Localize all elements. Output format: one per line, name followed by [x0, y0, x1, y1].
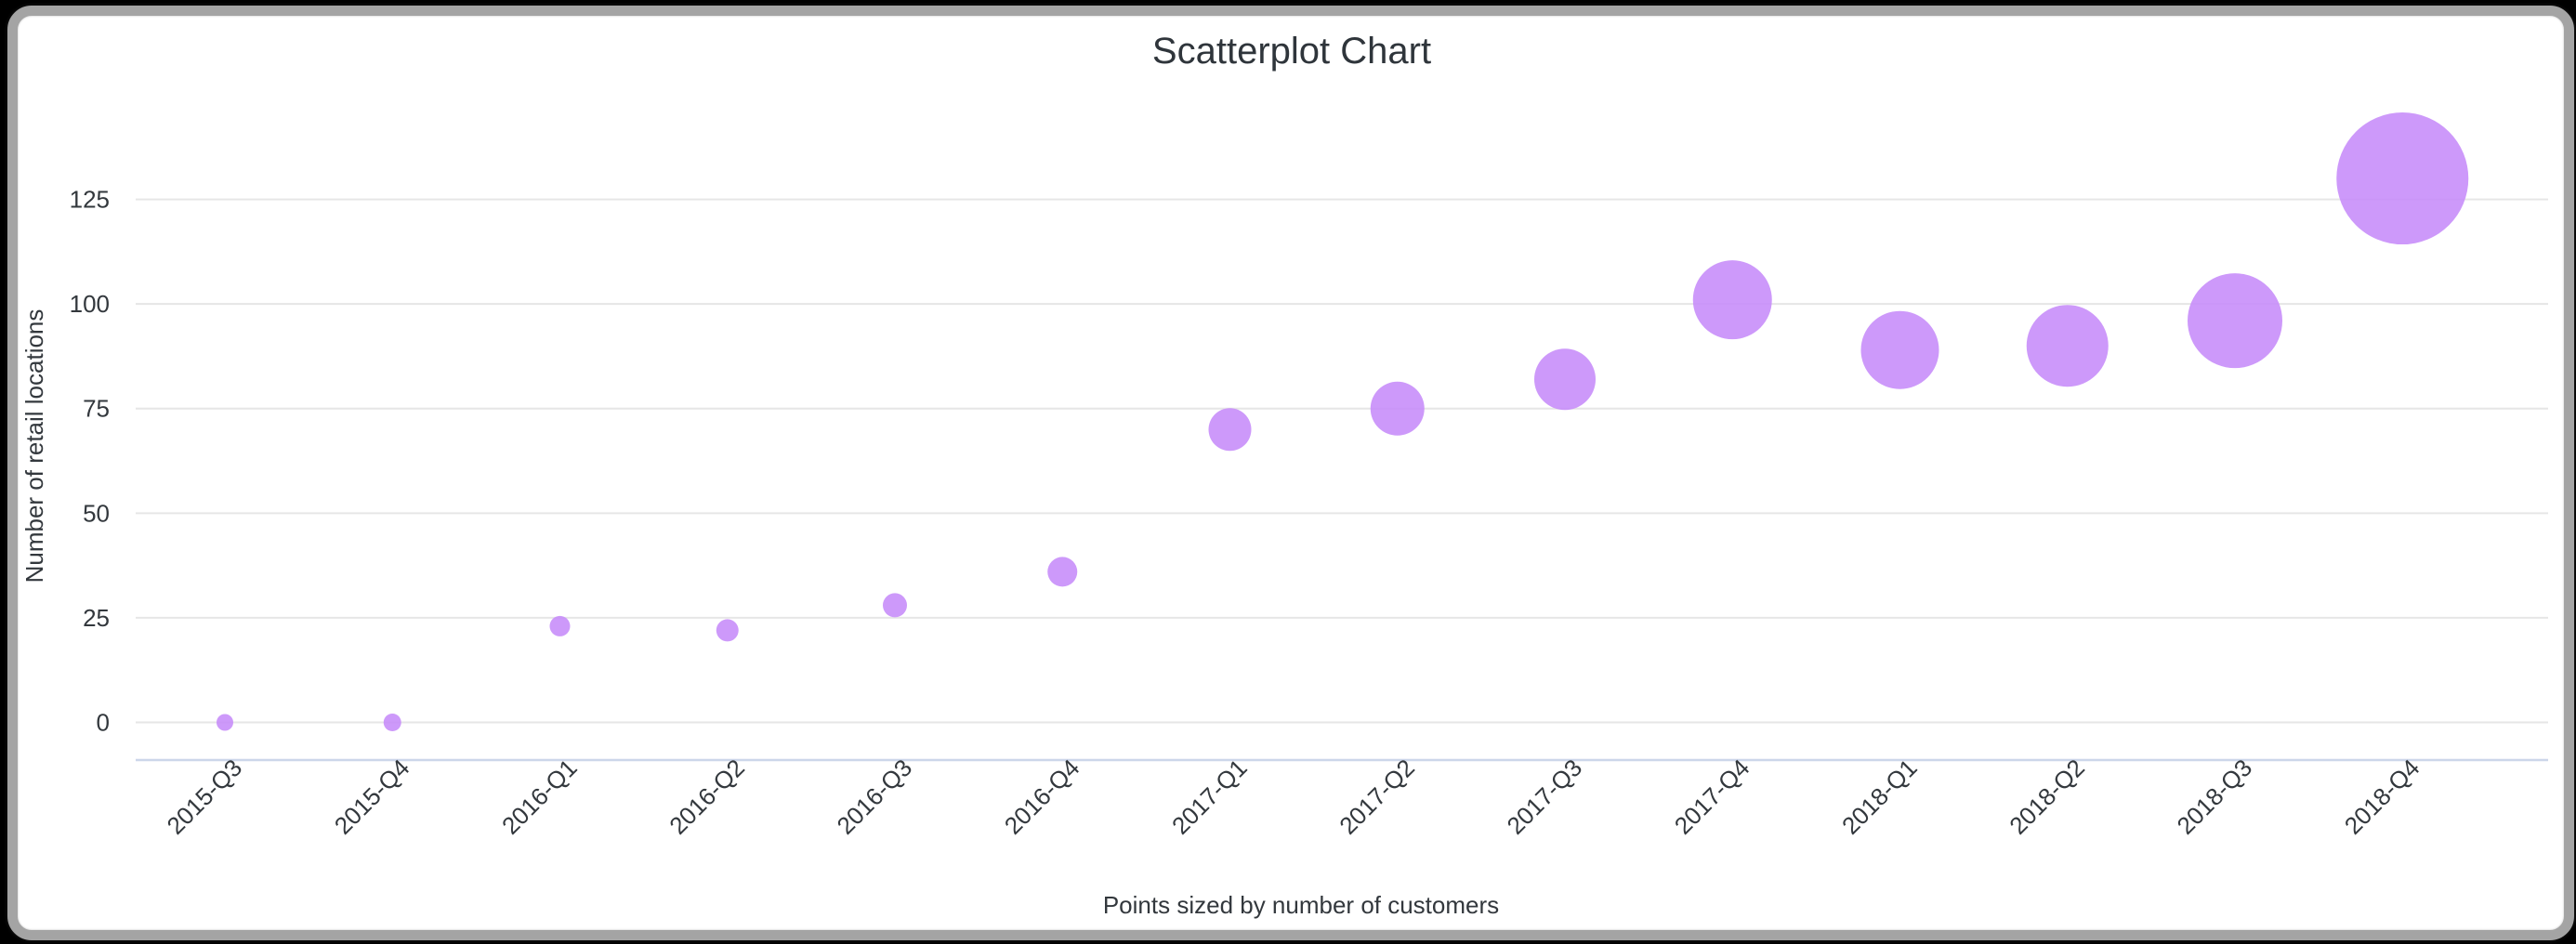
x-tick-label: 2015-Q3: [161, 754, 247, 840]
data-point-2016-Q3[interactable]: [883, 593, 907, 618]
data-point-2015-Q4[interactable]: [383, 714, 401, 731]
chart-title: Scatterplot Chart: [1152, 31, 1431, 72]
data-point-2017-Q4[interactable]: [1692, 260, 1772, 340]
x-tick-label: 2017-Q2: [1334, 754, 1420, 840]
data-point-2017-Q3[interactable]: [1534, 348, 1596, 411]
data-point-2018-Q2[interactable]: [2026, 305, 2109, 387]
x-tick-label: 2018-Q4: [2339, 754, 2425, 840]
data-point-2017-Q2[interactable]: [1370, 381, 1425, 436]
y-tick-label: 0: [97, 709, 110, 737]
x-tick-label: 2015-Q4: [329, 754, 415, 840]
x-tick-label: 2016-Q4: [999, 754, 1085, 840]
chart-card: [7, 6, 2574, 940]
x-tick-label: 2017-Q3: [1501, 754, 1587, 840]
data-point-2017-Q1[interactable]: [1208, 408, 1252, 452]
x-tick-label: 2017-Q1: [1166, 754, 1253, 840]
data-point-2018-Q3[interactable]: [2188, 273, 2282, 369]
data-point-2016-Q1[interactable]: [549, 615, 571, 636]
x-axis-title: Points sized by number of customers: [1103, 891, 1499, 919]
x-tick-label: 2016-Q3: [831, 754, 917, 840]
y-axis-title: Number of retail locations: [20, 309, 48, 583]
y-tick-label: 50: [83, 499, 110, 527]
y-tick-label: 25: [83, 604, 110, 632]
y-tick-label: 100: [70, 290, 110, 318]
x-tick-label: 2016-Q2: [664, 754, 750, 840]
data-point-2016-Q4[interactable]: [1047, 557, 1078, 587]
data-point-2015-Q3[interactable]: [217, 714, 233, 731]
x-tick-label: 2018-Q2: [2004, 754, 2090, 840]
x-tick-label: 2018-Q3: [2171, 754, 2257, 840]
data-point-2018-Q1[interactable]: [1860, 310, 1939, 389]
data-point-2018-Q4[interactable]: [2336, 112, 2469, 245]
y-tick-label: 125: [70, 186, 110, 214]
y-tick-label: 75: [83, 395, 110, 423]
x-tick-label: 2018-Q1: [1836, 754, 1923, 840]
x-tick-label: 2016-Q1: [496, 754, 583, 840]
x-tick-label: 2017-Q4: [1669, 754, 1755, 840]
data-point-2016-Q2[interactable]: [716, 619, 739, 642]
